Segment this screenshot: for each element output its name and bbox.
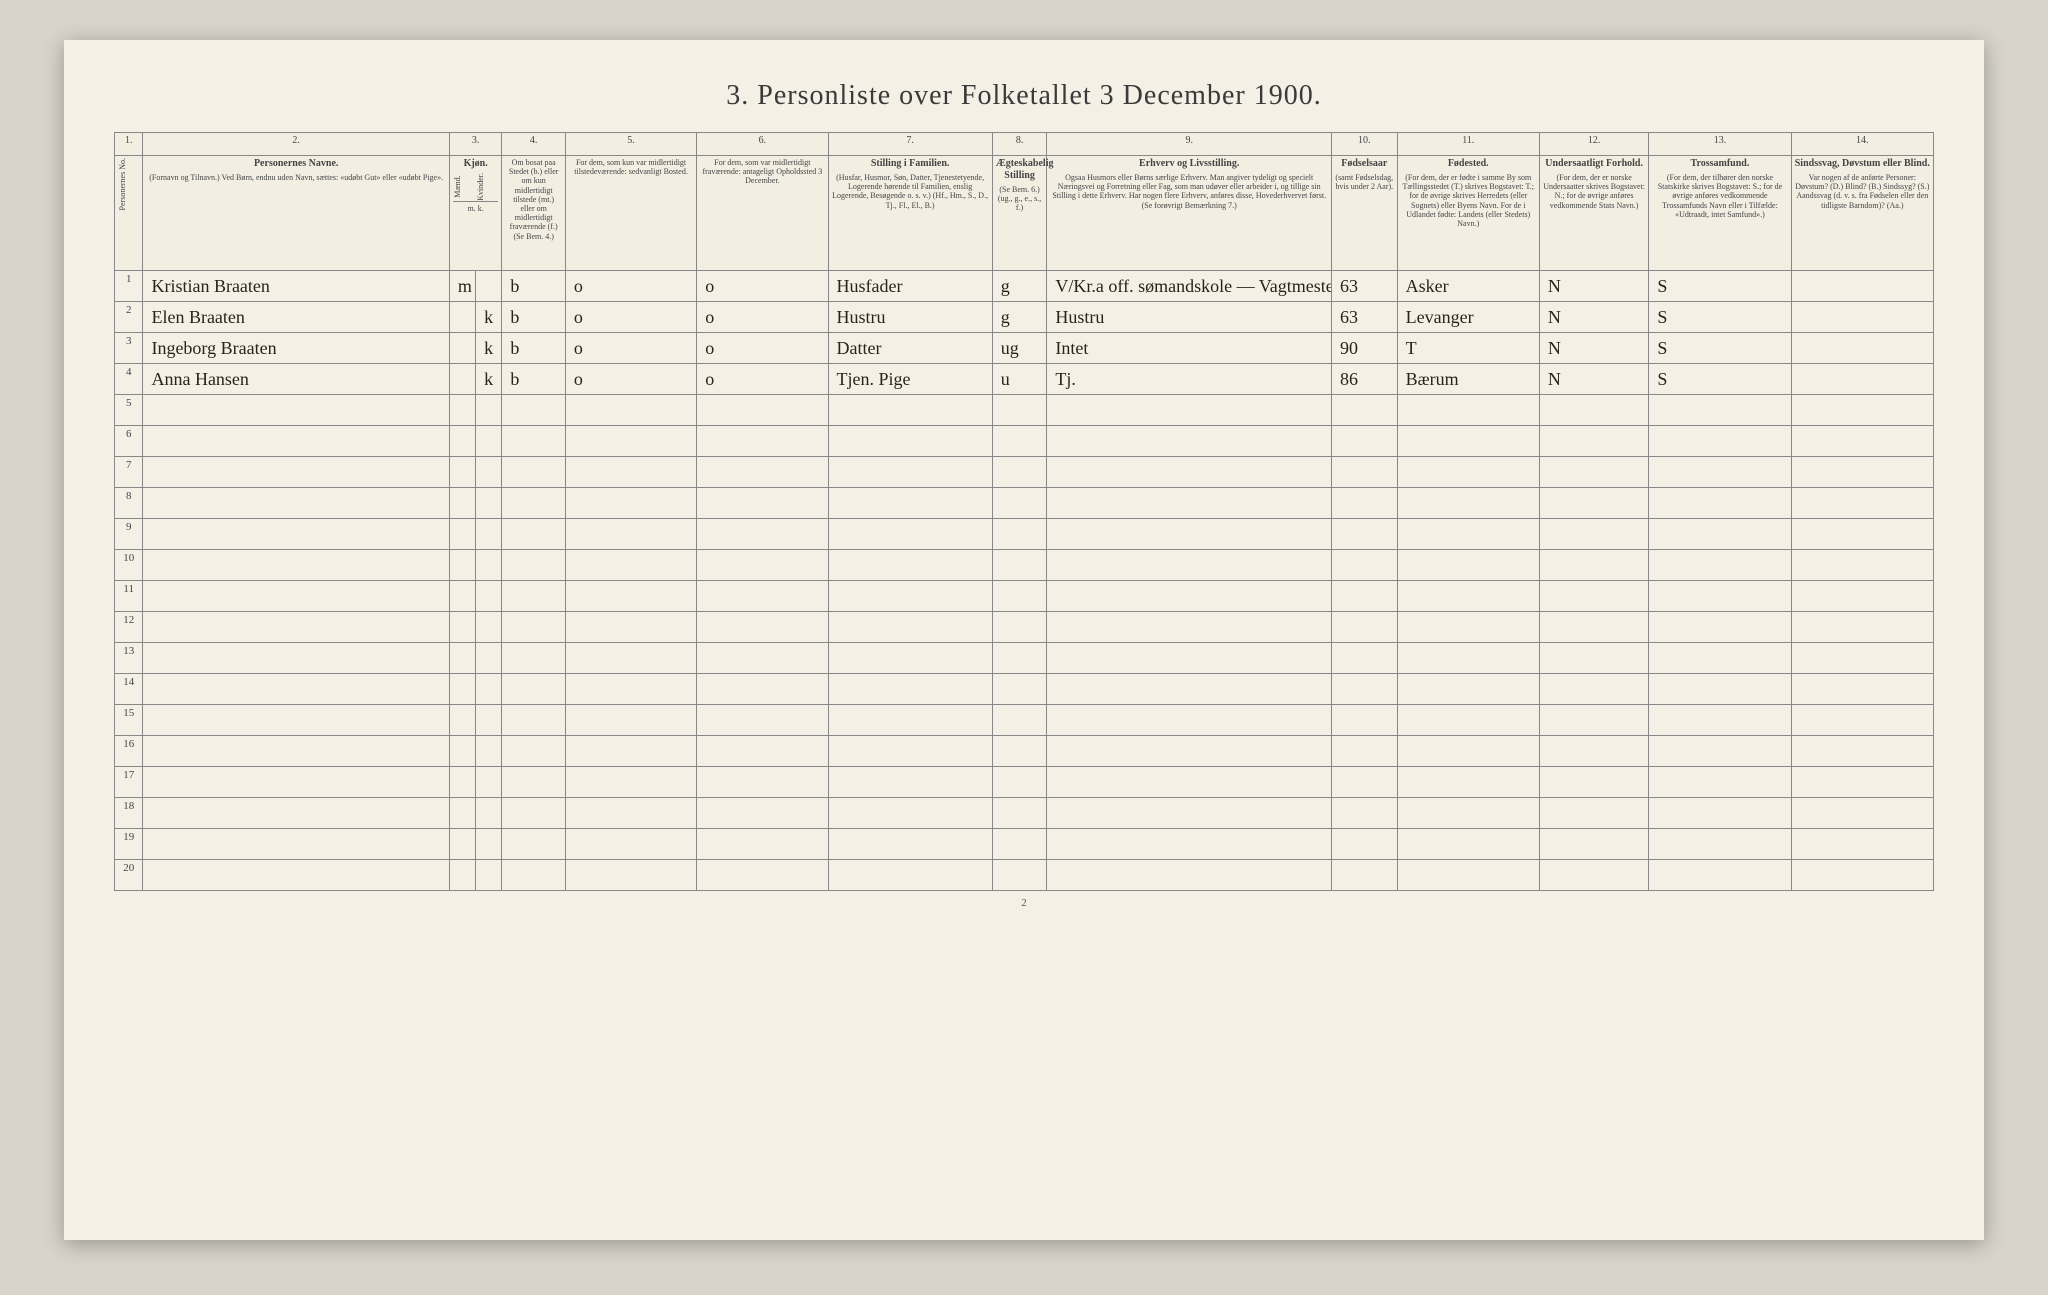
cell: Bærum — [1397, 364, 1539, 395]
cell: b — [502, 302, 565, 333]
cell: u — [992, 364, 1047, 395]
census-page: 3. Personliste over Folketallet 3 Decemb… — [64, 40, 1984, 1240]
cell: Anna Hansen — [143, 364, 449, 395]
cell: b — [502, 364, 565, 395]
row-number: 3 — [115, 333, 143, 364]
table-body: 1Kristian BraatenmbooHusfadergV/Kr.a off… — [115, 271, 1934, 891]
cell — [476, 271, 502, 302]
cell — [1791, 333, 1933, 364]
cell: S — [1649, 333, 1791, 364]
table-row: 4Anna HansenkbooTjen. PigeuTj.86BærumNS — [115, 364, 1934, 395]
row-number: 4 — [115, 364, 143, 395]
row-number: 2 — [115, 302, 143, 333]
table-row: 7 — [115, 457, 1934, 488]
cell: S — [1649, 364, 1791, 395]
cell: o — [697, 364, 828, 395]
table-row: 8 — [115, 488, 1934, 519]
cell: Levanger — [1397, 302, 1539, 333]
cell: T — [1397, 333, 1539, 364]
cell: 90 — [1331, 333, 1397, 364]
header-row: Personernes No.Personernes Navne.(Fornav… — [115, 156, 1934, 271]
cell: N — [1539, 271, 1648, 302]
table-row: 10 — [115, 550, 1934, 581]
cell: S — [1649, 302, 1791, 333]
cell: V/Kr.a off. sømandskole — Vagtmester — [1047, 271, 1332, 302]
cell: N — [1539, 364, 1648, 395]
cell: ug — [992, 333, 1047, 364]
cell: Tjen. Pige — [828, 364, 992, 395]
table-row: 11 — [115, 581, 1934, 612]
cell: o — [565, 302, 696, 333]
cell: k — [476, 364, 502, 395]
table-row: 2Elen BraatenkbooHustrugHustru63Levanger… — [115, 302, 1934, 333]
cell: 63 — [1331, 302, 1397, 333]
cell: o — [697, 302, 828, 333]
cell: o — [697, 271, 828, 302]
cell: Tj. — [1047, 364, 1332, 395]
table-row: 15 — [115, 705, 1934, 736]
census-table: 1.2.3.4.5.6.7.8.9.10.11.12.13.14. Person… — [114, 132, 1934, 891]
cell: N — [1539, 333, 1648, 364]
table-row: 13 — [115, 643, 1934, 674]
cell: k — [476, 302, 502, 333]
cell: 86 — [1331, 364, 1397, 395]
cell: Ingeborg Braaten — [143, 333, 449, 364]
cell: g — [992, 271, 1047, 302]
row-number: 1 — [115, 271, 143, 302]
column-number-row: 1.2.3.4.5.6.7.8.9.10.11.12.13.14. — [115, 133, 1934, 156]
table-row: 1Kristian BraatenmbooHusfadergV/Kr.a off… — [115, 271, 1934, 302]
cell — [449, 302, 475, 333]
table-row: 6 — [115, 426, 1934, 457]
table-row: 3Ingeborg BraatenkbooDatterugIntet90TNS — [115, 333, 1934, 364]
cell: Hustru — [1047, 302, 1332, 333]
cell: S — [1649, 271, 1791, 302]
table-row: 14 — [115, 674, 1934, 705]
table-row: 17 — [115, 767, 1934, 798]
cell: Intet — [1047, 333, 1332, 364]
cell: b — [502, 271, 565, 302]
cell: Asker — [1397, 271, 1539, 302]
cell: Husfader — [828, 271, 992, 302]
cell — [449, 364, 475, 395]
page-title: 3. Personliste over Folketallet 3 Decemb… — [114, 80, 1934, 112]
cell: m — [449, 271, 475, 302]
cell: g — [992, 302, 1047, 333]
cell: o — [697, 333, 828, 364]
cell: 63 — [1331, 271, 1397, 302]
cell: Kristian Braaten — [143, 271, 449, 302]
table-row: 16 — [115, 736, 1934, 767]
cell: Hustru — [828, 302, 992, 333]
table-row: 18 — [115, 798, 1934, 829]
table-row: 5 — [115, 395, 1934, 426]
table-row: 9 — [115, 519, 1934, 550]
table-row: 19 — [115, 829, 1934, 860]
cell: o — [565, 333, 696, 364]
cell — [449, 333, 475, 364]
cell — [1791, 271, 1933, 302]
cell: Datter — [828, 333, 992, 364]
cell: N — [1539, 302, 1648, 333]
cell: b — [502, 333, 565, 364]
table-row: 20 — [115, 860, 1934, 891]
table-row: 12 — [115, 612, 1934, 643]
cell: k — [476, 333, 502, 364]
cell — [1791, 302, 1933, 333]
page-number: 2 — [114, 897, 1934, 909]
cell — [1791, 364, 1933, 395]
cell: Elen Braaten — [143, 302, 449, 333]
cell: o — [565, 271, 696, 302]
cell: o — [565, 364, 696, 395]
